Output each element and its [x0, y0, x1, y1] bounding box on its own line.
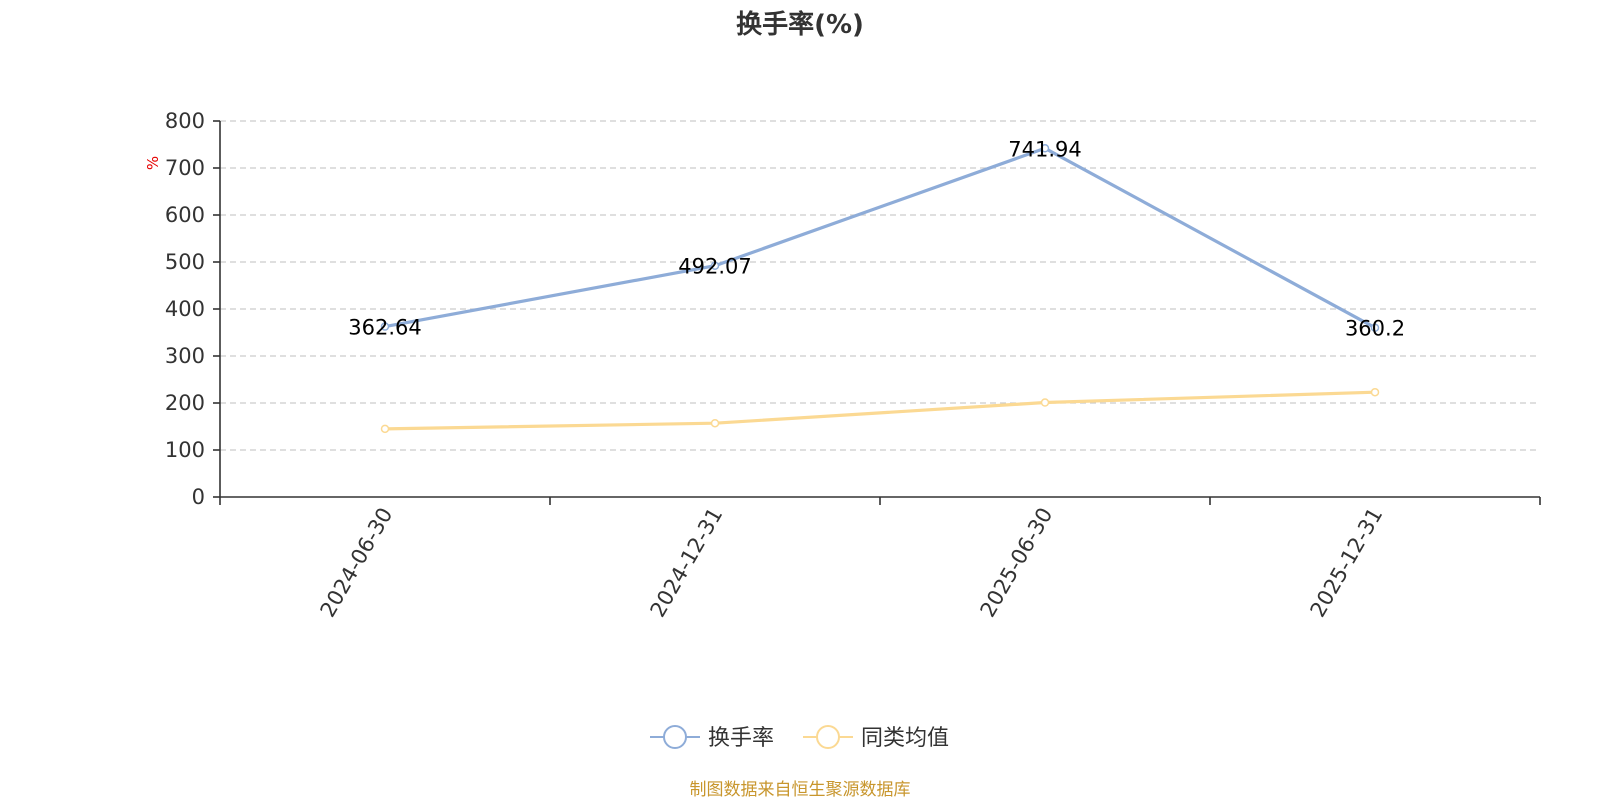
data-point — [1040, 398, 1050, 407]
data-label: 362.64 — [348, 316, 421, 340]
y-tick-label: 800 — [165, 109, 205, 133]
data-point — [1370, 323, 1380, 332]
data-point — [380, 322, 390, 331]
data-point — [1040, 144, 1050, 153]
y-tick-label: 0 — [192, 485, 205, 509]
x-tick-label: 2024-06-30 — [316, 504, 398, 622]
source-note: 制图数据来自恒生聚源数据库 — [690, 780, 911, 800]
legend-label-0: 换手率 — [708, 726, 774, 751]
data-label: 492.07 — [678, 255, 751, 279]
data-label: 741.94 — [1008, 137, 1081, 161]
y-tick-label: 700 — [165, 156, 205, 180]
y-tick-label: 500 — [165, 250, 205, 274]
data-point — [710, 418, 720, 428]
y-tick-label: 600 — [165, 203, 205, 227]
x-tick-label: 2025-06-30 — [976, 504, 1058, 622]
axes: 0 100 200 300 400 500 600 700 800 2024-06-30 2024-… — [165, 109, 1541, 622]
y-tick-label: 200 — [165, 391, 205, 415]
data-point — [380, 424, 390, 434]
data-labels: 362.64 492.07 741.94 360.2 — [348, 137, 1405, 340]
data-point — [1370, 387, 1380, 397]
y-tick-label: 400 — [165, 297, 205, 321]
series-line-0 — [384, 146, 1376, 330]
data-point — [710, 261, 720, 270]
series-group — [380, 144, 1380, 434]
data-label: 360.2 — [1345, 317, 1405, 341]
series-line-1 — [384, 390, 1376, 431]
y-tick-label: 100 — [165, 438, 205, 462]
y-tick-label: 300 — [165, 344, 205, 368]
legend-marker-0 — [663, 725, 687, 749]
grid-lines — [220, 120, 1540, 451]
y-axis-unit-label: % — [144, 156, 162, 170]
legend-marker-1 — [816, 725, 840, 749]
legend-label-1: 同类均值 — [861, 726, 949, 751]
x-tick-label: 2025-12-31 — [1306, 504, 1388, 622]
chart-title: 换手率(%) — [736, 9, 864, 40]
x-tick-label: 2024-12-31 — [646, 504, 728, 622]
legend[interactable]: 换手率 同类均值 — [650, 725, 949, 751]
